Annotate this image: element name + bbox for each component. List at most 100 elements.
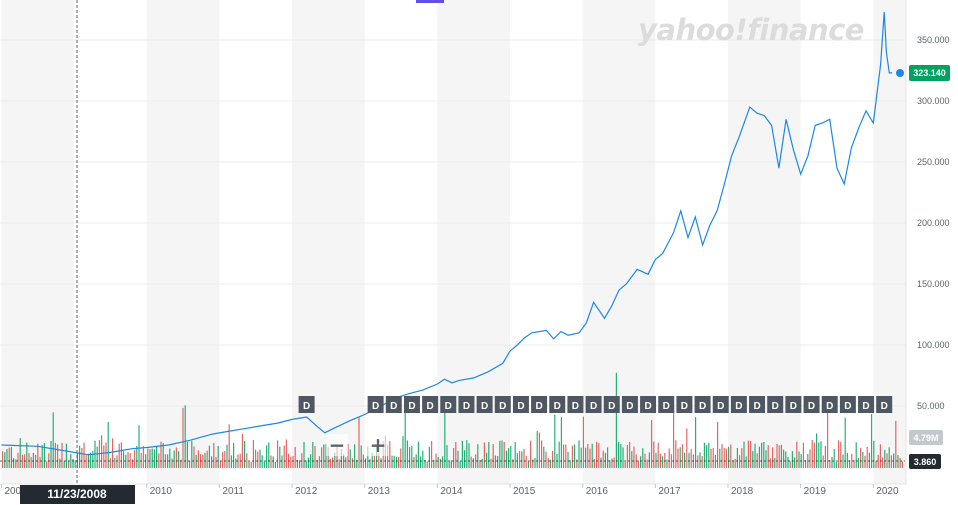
dividend-marker[interactable]: D [585,396,602,413]
volume-bar [545,451,547,468]
volume-bar [70,454,72,468]
dividend-marker[interactable]: D [821,396,838,413]
dividend-marker[interactable]: D [676,396,693,413]
volume-bar [248,461,250,468]
yahoo-finance-logo: yahoo!finance [638,13,864,47]
dividend-marker[interactable]: D [549,396,566,413]
volume-bar [569,460,571,468]
volume-bar [369,459,371,468]
volume-bar [736,448,738,468]
volume-bar [400,448,402,468]
volume-bar [824,445,826,468]
volume-bar [283,445,285,468]
volume-bar [739,455,741,468]
volume-bar [206,450,208,468]
volume-bar [26,442,28,468]
dividend-letter: D [372,401,379,412]
dividend-marker[interactable]: D [767,396,784,413]
volume-bar [596,441,598,468]
dividend-marker[interactable]: D [298,396,315,413]
dividend-marker[interactable]: D [531,396,548,413]
volume-bar [230,455,232,468]
dividend-box [422,396,439,413]
volume-bar [690,449,692,468]
dividend-box [821,396,838,413]
dividend-marker[interactable]: D [512,396,529,413]
dividend-marker[interactable]: D [621,396,638,413]
minus-icon: − [329,433,346,457]
volume-bar [501,440,503,468]
volume-bar [261,455,263,468]
volume-bar [842,454,844,468]
dividend-box [640,396,657,413]
dividend-letter: D [644,401,651,412]
dividend-marker[interactable]: D [440,396,457,413]
volume-bar [813,442,815,468]
volume-bar [241,433,243,468]
dividend-marker[interactable]: D [567,396,584,413]
dividend-marker[interactable]: D [730,396,747,413]
volume-bar [805,460,807,468]
dividend-marker[interactable]: D [858,396,875,413]
dividend-marker[interactable]: D [476,396,493,413]
dividend-box [658,396,675,413]
volume-bar [626,444,628,468]
dividend-marker[interactable]: D [839,396,856,413]
volume-current-badge [909,454,941,469]
volume-bar [142,446,144,468]
volume-bar [277,440,279,468]
volume-bar [851,453,853,468]
dividend-marker[interactable]: D [803,396,820,413]
volume-bar [743,441,745,468]
dividend-marker[interactable]: D [458,396,475,413]
volume-bar [849,460,851,468]
volume-bar [512,459,514,468]
volume-bar [646,459,648,468]
dividend-marker[interactable]: D [785,396,802,413]
volume-bar [362,454,364,468]
zoom-out-button[interactable]: − [326,433,348,457]
volume-bar [54,442,56,468]
volume-bar [560,417,562,468]
dividend-marker[interactable]: D [749,396,766,413]
dividend-marker[interactable]: D [367,396,384,413]
dividend-marker[interactable]: D [403,396,420,413]
dividend-marker[interactable]: D [876,396,893,413]
volume-bar [477,444,479,468]
volume-bar [591,443,593,468]
current-price-dot [896,69,904,77]
volume-bar [855,442,857,468]
dividend-box [585,396,602,413]
volume-bar [879,444,881,468]
volume-bar [578,440,580,468]
volume-bar [37,443,39,468]
x-tick-label: 2018 [731,486,754,497]
volume-bar [393,455,395,468]
volume-bar [213,442,215,468]
dividend-marker[interactable]: D [422,396,439,413]
zoom-in-button[interactable]: + [367,433,389,457]
volume-bar [160,441,162,468]
volume-bar [105,442,107,468]
dividend-marker[interactable]: D [658,396,675,413]
dividend-letter: D [303,401,310,412]
dividend-marker[interactable]: D [640,396,657,413]
volume-bar [470,456,472,468]
dividend-marker[interactable]: D [385,396,402,413]
dividend-marker[interactable]: D [694,396,711,413]
volume-bar [732,460,734,468]
volume-bar [140,452,142,468]
volume-bar [611,458,613,468]
volume-bar [554,414,556,468]
dividend-marker[interactable]: D [494,396,511,413]
volume-bar [147,448,149,468]
y-tick-label: 200.000 [917,218,950,228]
volume-bar [655,452,657,468]
dividend-marker[interactable]: D [712,396,729,413]
volume-bar [233,442,235,468]
dividend-marker[interactable]: D [603,396,620,413]
volume-bar [444,411,446,468]
volume-bar [543,446,545,468]
